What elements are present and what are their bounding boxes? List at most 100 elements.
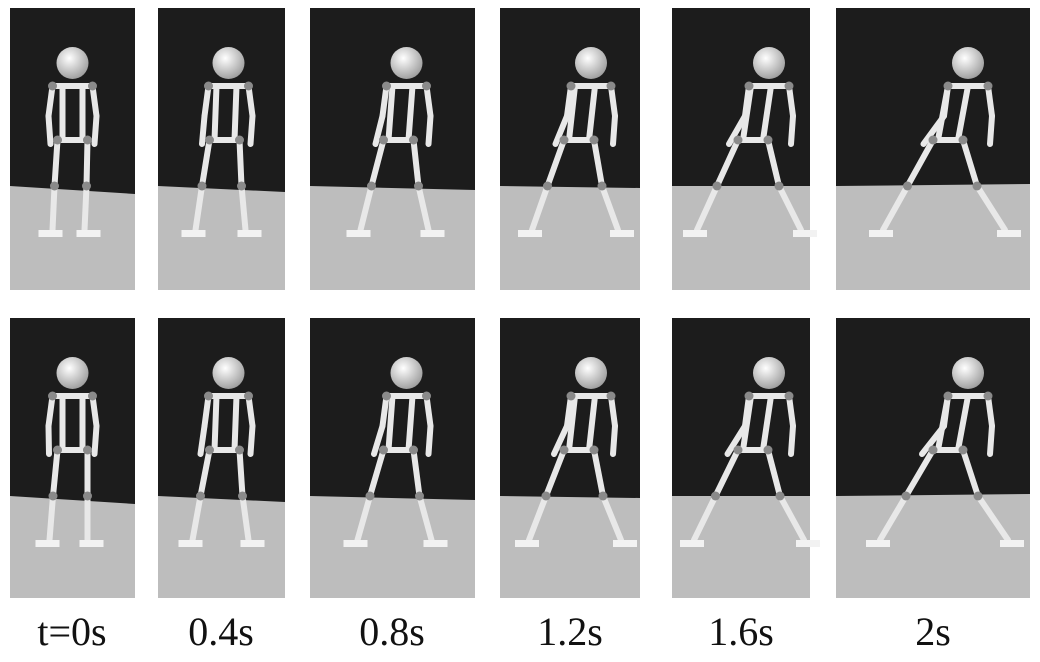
joint <box>734 446 743 455</box>
foot <box>613 540 637 547</box>
joint <box>599 492 608 501</box>
joint <box>764 446 773 455</box>
ground <box>10 496 135 598</box>
joint <box>235 446 244 455</box>
head <box>391 47 423 79</box>
foot <box>80 540 104 547</box>
joint <box>422 82 431 91</box>
foot <box>683 230 707 237</box>
joint <box>235 136 244 145</box>
joint <box>49 492 58 501</box>
limb <box>791 116 793 144</box>
limb <box>611 86 615 116</box>
foot <box>869 230 893 237</box>
joint <box>198 182 207 191</box>
joint <box>382 392 391 401</box>
time-label: 1.2s <box>537 609 603 654</box>
foot <box>515 540 539 547</box>
limb <box>201 426 205 454</box>
limb <box>389 86 393 140</box>
joint <box>409 446 418 455</box>
joint <box>959 446 968 455</box>
joint <box>382 82 391 91</box>
limb <box>49 396 53 426</box>
ground <box>310 186 475 290</box>
joint <box>711 492 720 501</box>
limb <box>383 396 387 426</box>
foot <box>518 230 542 237</box>
limb <box>95 426 97 454</box>
joint <box>944 392 953 401</box>
limb <box>55 140 58 186</box>
limb <box>240 140 242 186</box>
limb <box>429 116 431 144</box>
limb <box>49 86 53 116</box>
foot <box>421 230 445 237</box>
time-label: 0.8s <box>359 609 425 654</box>
limb <box>383 86 387 116</box>
limb <box>613 426 615 454</box>
foot <box>997 230 1021 237</box>
joint <box>50 182 59 191</box>
limb <box>944 86 948 116</box>
limb <box>93 86 97 116</box>
joint <box>88 82 97 91</box>
limb <box>990 116 992 144</box>
joint <box>415 492 424 501</box>
head <box>391 357 423 389</box>
joint <box>542 492 551 501</box>
joint <box>379 446 388 455</box>
joint <box>590 136 599 145</box>
joint <box>83 136 92 145</box>
joint <box>379 136 388 145</box>
panel <box>10 318 135 598</box>
head <box>753 47 785 79</box>
limb <box>427 396 431 426</box>
limb <box>567 86 571 116</box>
ground <box>158 496 285 598</box>
joint <box>409 136 418 145</box>
ground <box>310 496 475 598</box>
panel <box>310 8 475 290</box>
panel <box>158 318 285 598</box>
joint <box>775 182 784 191</box>
joint <box>414 182 423 191</box>
foot <box>347 230 371 237</box>
limb <box>409 86 413 140</box>
joint <box>560 136 569 145</box>
limb <box>87 140 88 186</box>
joint <box>204 392 213 401</box>
joint <box>83 446 92 455</box>
limb <box>249 86 253 116</box>
joint <box>543 182 552 191</box>
limb <box>789 86 793 116</box>
foot <box>36 540 60 547</box>
time-label: 1.6s <box>708 609 774 654</box>
joint <box>196 492 205 501</box>
limb <box>215 396 217 450</box>
joint <box>237 182 246 191</box>
head <box>213 357 245 389</box>
ground <box>500 186 640 290</box>
limb <box>240 450 243 496</box>
limb <box>242 186 246 230</box>
head <box>753 357 785 389</box>
joint <box>984 82 993 91</box>
joint <box>607 392 616 401</box>
limb <box>988 86 992 116</box>
ground <box>158 186 285 290</box>
foot <box>866 540 890 547</box>
joint <box>422 392 431 401</box>
time-label: 2s <box>915 609 951 654</box>
joint <box>959 136 968 145</box>
foot <box>796 540 820 547</box>
limb <box>567 396 571 426</box>
joint <box>929 136 938 145</box>
limb <box>249 396 253 426</box>
limb <box>789 396 793 426</box>
joint <box>785 82 794 91</box>
limb <box>613 116 615 144</box>
joint <box>776 492 785 501</box>
joint <box>48 82 57 91</box>
joint <box>53 136 62 145</box>
